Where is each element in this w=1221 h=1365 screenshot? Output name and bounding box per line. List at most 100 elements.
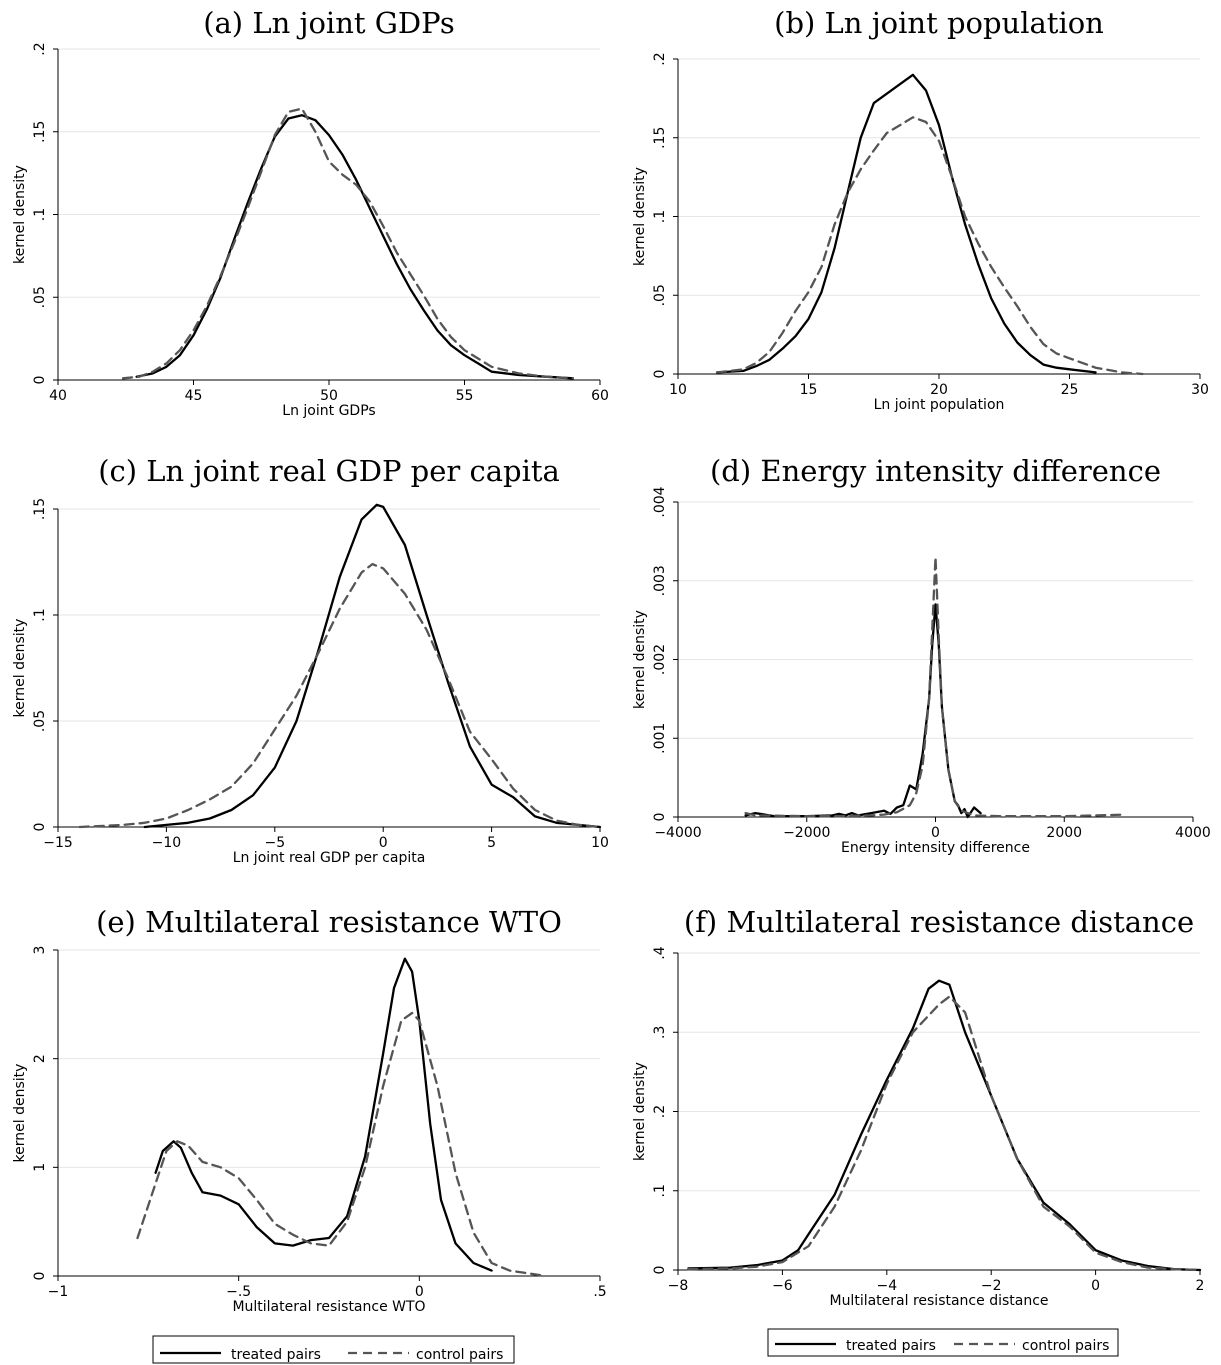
legend-box bbox=[152, 1335, 515, 1364]
x-tick-label: 60 bbox=[591, 388, 609, 404]
y-tick-label: .001 bbox=[652, 723, 668, 754]
x-tick-label: 40 bbox=[49, 388, 67, 404]
x-axis-label: Energy intensity difference bbox=[841, 840, 1030, 856]
y-tick-label: .004 bbox=[652, 486, 668, 517]
series-line-control bbox=[136, 1011, 547, 1278]
x-tick-label: −.5 bbox=[226, 1284, 251, 1300]
x-tick-label: 20 bbox=[930, 382, 948, 398]
y-tick-label: .2 bbox=[652, 52, 668, 65]
y-axis-label: kernel density bbox=[632, 1062, 648, 1161]
legend-right: treated pairs control pairs bbox=[767, 1328, 1119, 1357]
x-tick-label: 5 bbox=[487, 835, 496, 851]
x-tick-label: 0 bbox=[379, 835, 388, 851]
x-tick-label: 2 bbox=[1196, 1278, 1205, 1294]
x-tick-label: 2000 bbox=[1046, 825, 1082, 841]
x-tick-label: −2 bbox=[981, 1278, 1002, 1294]
x-tick-label: −10 bbox=[152, 835, 182, 851]
x-tick-label: −4000 bbox=[654, 825, 701, 841]
y-tick-label: .15 bbox=[32, 498, 48, 520]
y-tick-label: 0 bbox=[32, 1272, 48, 1281]
chart-panel-c: (c) Ln joint real GDP per capita 0 .05 .1 .1… bbox=[12, 454, 609, 866]
y-tick-label: .1 bbox=[652, 210, 668, 223]
panel-title: (d) Energy intensity difference bbox=[710, 454, 1161, 488]
series-line-treated bbox=[744, 603, 982, 819]
y-tick-label: 0 bbox=[652, 813, 668, 822]
x-tick-label: 4000 bbox=[1175, 825, 1211, 841]
chart-panel-e: (e) Multilateral resistance WTO 0 1 2 3 −1 −.5… bbox=[12, 905, 607, 1315]
y-tick-label: 2 bbox=[32, 1054, 48, 1063]
y-axis-label: kernel density bbox=[632, 610, 648, 709]
y-axis-label: kernel density bbox=[12, 619, 28, 718]
x-tick-label: 25 bbox=[1061, 382, 1079, 398]
legend-label-control: control pairs bbox=[416, 1347, 503, 1363]
x-tick-label: 30 bbox=[1191, 382, 1209, 398]
x-axis-label: Multilateral resistance distance bbox=[829, 1293, 1048, 1309]
y-tick-label: 0 bbox=[32, 823, 48, 832]
y-tick-label: .1 bbox=[652, 1184, 668, 1197]
legend-label-treated: treated pairs bbox=[846, 1338, 936, 1354]
y-tick-label: .05 bbox=[32, 710, 48, 732]
chart-panel-f: (f) Multilateral resistance distance 0 .1.… bbox=[632, 905, 1204, 1309]
y-tick-label: .002 bbox=[652, 644, 668, 675]
x-tick-label: 10 bbox=[669, 382, 687, 398]
legend-label-control: control pairs bbox=[1022, 1338, 1109, 1354]
series-line-treated bbox=[687, 979, 1202, 1272]
x-tick-label: −2000 bbox=[783, 825, 830, 841]
y-tick-label: .1 bbox=[32, 208, 48, 221]
x-tick-label: 50 bbox=[320, 388, 338, 404]
series-line-control bbox=[744, 555, 1127, 818]
y-tick-label: .15 bbox=[652, 127, 668, 149]
x-axis-label: Ln joint real GDP per capita bbox=[233, 850, 426, 866]
y-tick-label: .2 bbox=[32, 42, 48, 55]
series-line-treated bbox=[135, 114, 575, 380]
y-tick-label: .003 bbox=[652, 565, 668, 596]
series-line-control bbox=[715, 116, 1144, 376]
x-tick-label: 15 bbox=[800, 382, 818, 398]
y-axis-label: kernel density bbox=[632, 167, 648, 266]
x-tick-label: −4 bbox=[876, 1278, 897, 1294]
y-tick-label: 0 bbox=[32, 376, 48, 385]
x-tick-label: 55 bbox=[456, 388, 474, 404]
series-line-treated bbox=[143, 503, 602, 829]
legend-box bbox=[767, 1328, 1119, 1357]
x-tick-label: −15 bbox=[43, 835, 73, 851]
panel-title: (c) Ln joint real GDP per capita bbox=[98, 454, 560, 488]
x-tick-label: 10 bbox=[591, 835, 609, 851]
x-axis-label: Ln joint GDPs bbox=[282, 403, 375, 419]
x-axis-label: Ln joint population bbox=[874, 397, 1005, 413]
panel-title: (a) Ln joint GDPs bbox=[203, 6, 455, 40]
y-tick-label: .2 bbox=[652, 1105, 668, 1118]
y-tick-label: .1 bbox=[32, 608, 48, 621]
x-axis-label: Multilateral resistance WTO bbox=[232, 1299, 425, 1315]
x-tick-label: .5 bbox=[593, 1284, 606, 1300]
x-tick-label: 45 bbox=[185, 388, 203, 404]
series-line-treated bbox=[154, 957, 493, 1272]
y-tick-label: 3 bbox=[32, 946, 48, 955]
y-tick-label: .4 bbox=[652, 946, 668, 959]
y-tick-label: 0 bbox=[652, 370, 668, 379]
x-tick-label: −5 bbox=[264, 835, 285, 851]
legend-label-treated: treated pairs bbox=[231, 1347, 321, 1363]
y-tick-label: .15 bbox=[32, 121, 48, 143]
x-tick-label: −8 bbox=[668, 1278, 689, 1294]
panel-title: (f) Multilateral resistance distance bbox=[684, 905, 1194, 939]
series-line-control bbox=[687, 995, 1202, 1272]
y-tick-label: 0 bbox=[652, 1266, 668, 1275]
panel-title: (b) Ln joint population bbox=[774, 6, 1104, 40]
series-line-control bbox=[78, 562, 602, 829]
y-tick-label: .05 bbox=[32, 286, 48, 308]
series-line-control bbox=[121, 107, 575, 380]
chart-panel-d: (d) Energy intensity difference 0 .001 .002… bbox=[632, 454, 1211, 856]
y-axis-label: kernel density bbox=[12, 165, 28, 264]
chart-panel-b: (b) Ln joint population 0 .05 .1 .15 .2 10 15 20… bbox=[632, 6, 1209, 413]
y-tick-label: 1 bbox=[32, 1163, 48, 1172]
panel-title: (e) Multilateral resistance WTO bbox=[96, 905, 562, 939]
x-tick-label: −6 bbox=[772, 1278, 793, 1294]
chart-panel-a: (a) Ln joint GDPs 0 .05 .1 .15 .2 40 45 50 55 60 Ln… bbox=[12, 6, 609, 419]
x-tick-label: 0 bbox=[1091, 1278, 1100, 1294]
x-tick-label: 0 bbox=[931, 825, 940, 841]
legend-left: treated pairs control pairs bbox=[152, 1335, 515, 1364]
y-tick-label: .3 bbox=[652, 1026, 668, 1039]
